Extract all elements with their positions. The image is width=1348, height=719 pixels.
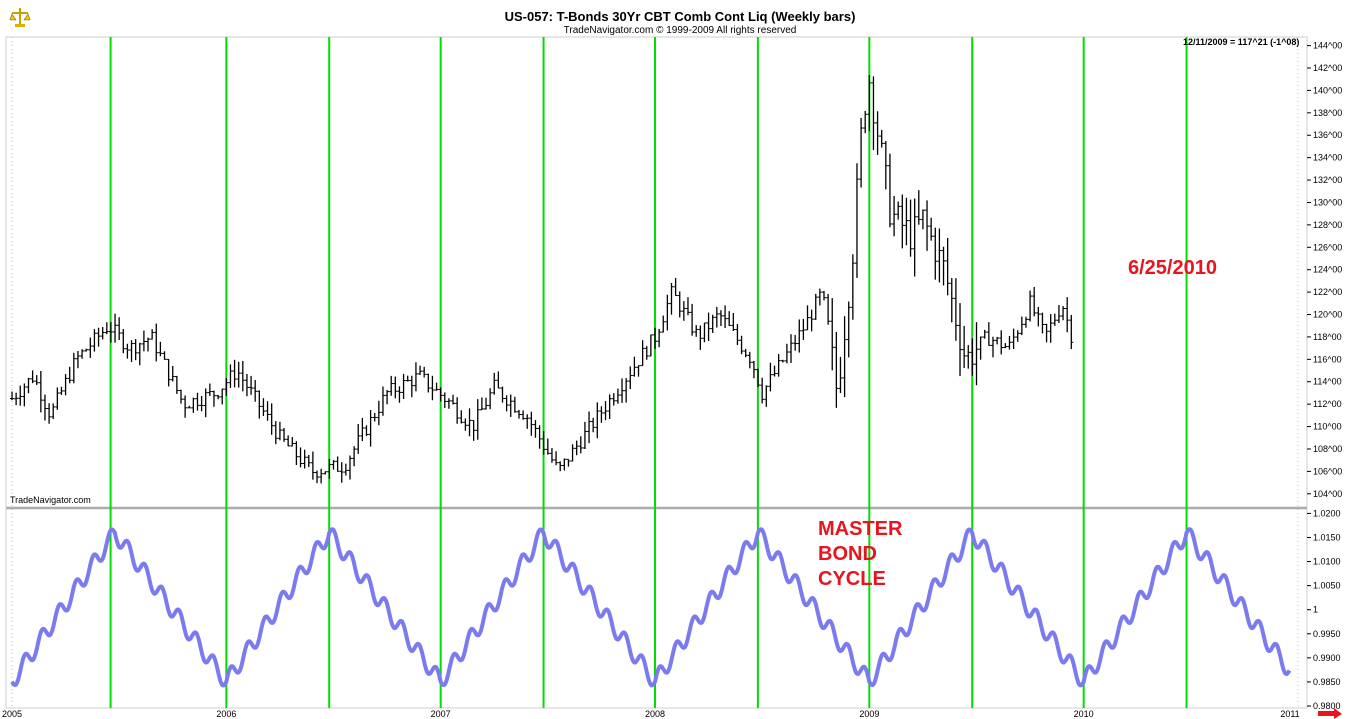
price-panel-frame xyxy=(5,36,1308,508)
copyright: TradeNavigator.com © 1999-2009 All right… xyxy=(564,25,797,36)
price-tick-label: 138^00 xyxy=(1313,108,1342,118)
right-arrow-icon[interactable] xyxy=(1318,708,1342,719)
cycle-tick-label: 1 xyxy=(1313,605,1318,615)
price-bars xyxy=(10,75,1074,484)
cycle-tick-label: 0.9900 xyxy=(1313,653,1341,663)
price-tick-label: 140^00 xyxy=(1313,85,1342,95)
price-tick-label: 126^00 xyxy=(1313,242,1342,252)
x-tick-label: 2009 xyxy=(859,709,879,719)
price-tick-label: 112^00 xyxy=(1313,399,1342,409)
x-tick-label: 2006 xyxy=(216,709,236,719)
price-tick-label: 114^00 xyxy=(1313,377,1342,387)
price-tick-label: 124^00 xyxy=(1313,265,1342,275)
cycle-tick-label: 1.0100 xyxy=(1313,557,1341,567)
chart-title: US-057: T-Bonds 30Yr CBT Comb Cont Liq (… xyxy=(505,9,856,24)
cycle-label-line-2: BOND xyxy=(818,543,877,565)
x-tick-label: 2007 xyxy=(431,709,451,719)
price-tick-label: 134^00 xyxy=(1313,153,1342,163)
cycle-tick-label: 0.9850 xyxy=(1313,677,1341,687)
cycle-tick-label: 0.9800 xyxy=(1313,701,1341,711)
x-tick-label: 2011 xyxy=(1280,709,1299,719)
cycle-curve xyxy=(10,527,1292,688)
cycle-tick-label: 1.0050 xyxy=(1313,581,1341,591)
cycle-tick-label: 0.9950 xyxy=(1313,629,1341,639)
price-tick-label: 104^00 xyxy=(1313,489,1342,499)
price-tick-label: 116^00 xyxy=(1313,354,1342,364)
price-tick-label: 120^00 xyxy=(1313,310,1342,320)
price-tick-label: 130^00 xyxy=(1313,197,1342,207)
price-tick-label: 136^00 xyxy=(1313,130,1342,140)
watermark: TradeNavigator.com xyxy=(10,495,91,505)
cycle-label-line-1: MASTER xyxy=(818,518,903,540)
time-axis: 2005 2006 2007 2008 2009 2010 2011 xyxy=(2,709,1300,719)
price-tick-label: 132^00 xyxy=(1313,175,1342,185)
header-band xyxy=(0,0,1348,36)
x-tick-label: 2005 xyxy=(2,709,22,719)
cycle-curve-group xyxy=(10,527,1292,688)
price-axis: 104^00 106^00 108^00 110^00 112^00 114^00 116^… xyxy=(1307,41,1342,499)
scales-icon[interactable] xyxy=(9,8,31,27)
price-tick-label: 108^00 xyxy=(1313,444,1342,454)
cycle-tick-label: 1.0150 xyxy=(1313,532,1341,542)
price-tick-label: 144^00 xyxy=(1313,41,1342,51)
last-value-readout: 12/11/2009 = 117^21 (-1^08) xyxy=(1183,37,1299,47)
price-tick-label: 106^00 xyxy=(1313,466,1342,476)
cycle-label-line-3: CYCLE xyxy=(818,568,886,590)
cycle-panel-frame xyxy=(5,508,1308,709)
x-tick-label: 2010 xyxy=(1074,709,1094,719)
price-tick-label: 128^00 xyxy=(1313,220,1342,230)
cycle-tick-label: 1.0200 xyxy=(1313,508,1341,518)
date-annotation: 6/25/2010 xyxy=(1128,257,1217,279)
price-tick-label: 142^00 xyxy=(1313,63,1342,73)
x-tick-label: 2008 xyxy=(645,709,665,719)
cycle-axis: 0.9800 0.9850 0.9900 0.9950 1 1.0050 1.0100 1.0… xyxy=(1307,508,1341,711)
price-tick-label: 122^00 xyxy=(1313,287,1342,297)
price-tick-label: 110^00 xyxy=(1313,422,1342,432)
price-tick-label: 118^00 xyxy=(1313,332,1342,342)
